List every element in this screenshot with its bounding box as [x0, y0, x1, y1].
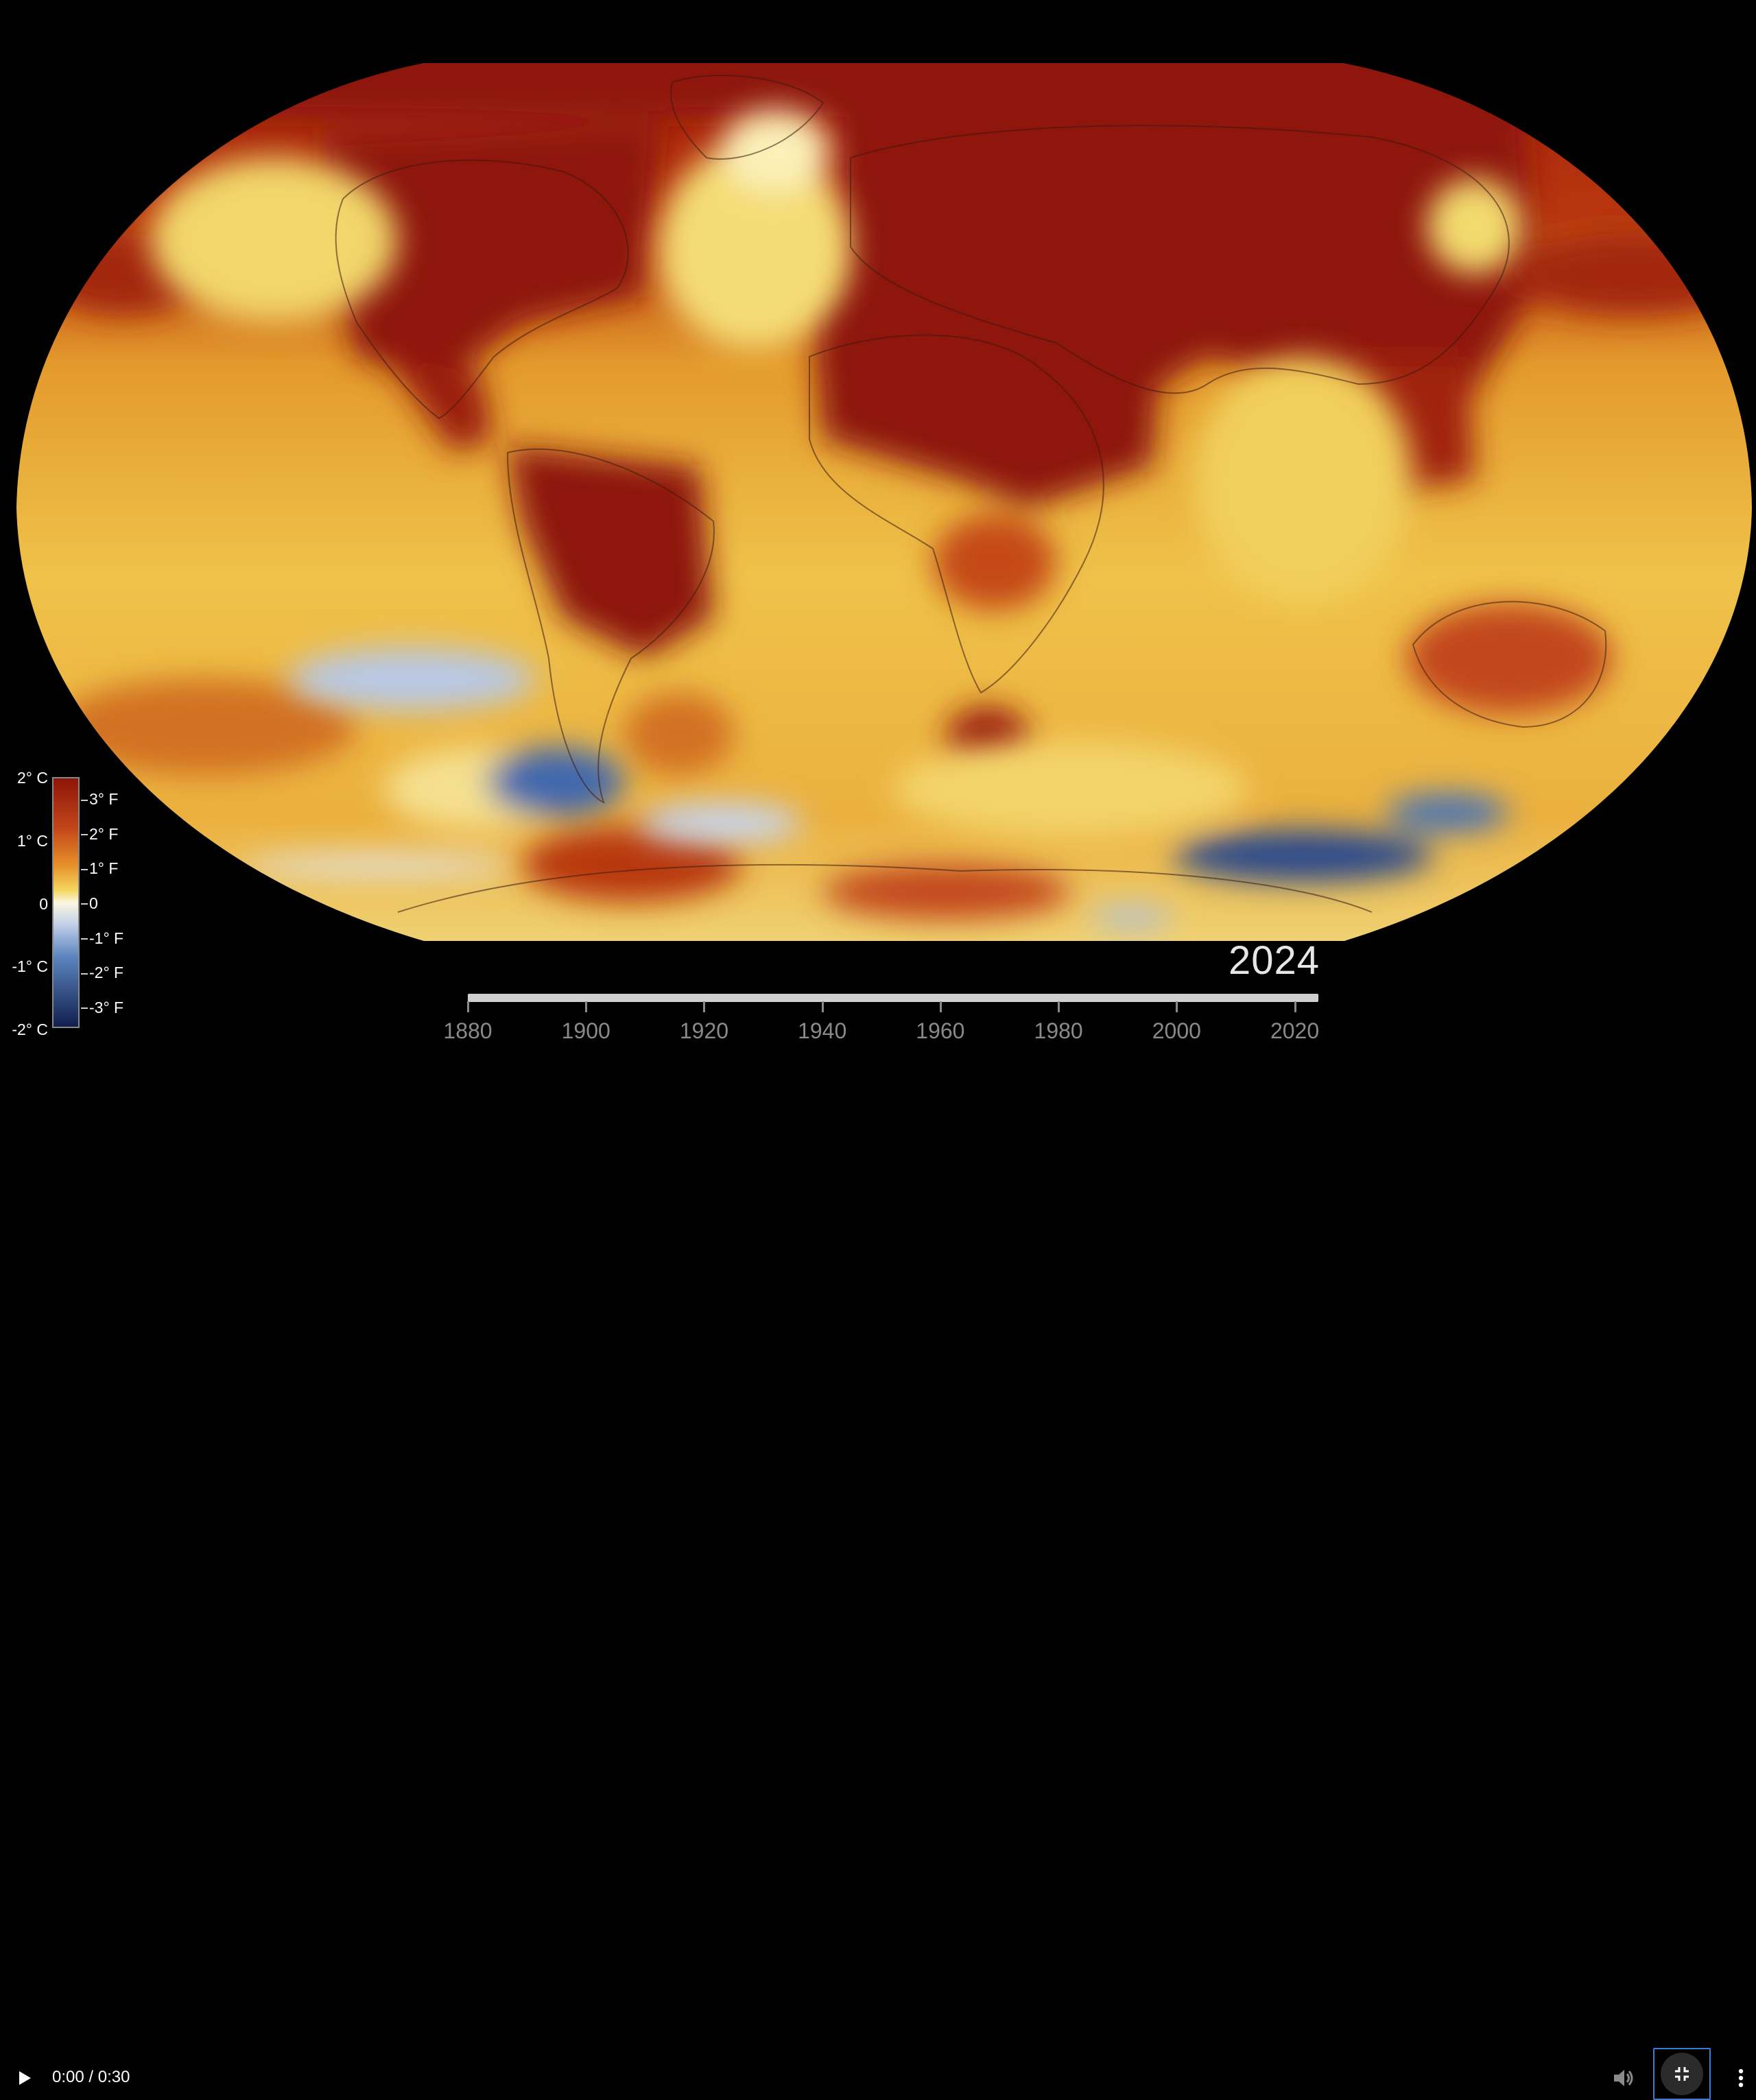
play-button[interactable] — [11, 2066, 38, 2090]
legend-fahrenheit-label: 2° F — [89, 825, 119, 843]
legend-celsius-label: 2° C — [17, 769, 48, 787]
time-display: 0:00 / 0:30 — [52, 2068, 130, 2086]
timeline-year-label: 2000 — [1152, 1018, 1201, 1043]
legend-celsius-label: -1° C — [12, 957, 48, 975]
video-controls: 0:00 / 0:30 — [0, 1029, 1756, 2100]
legend-celsius-label: 0 — [39, 895, 48, 913]
current-year: 2024 — [1228, 938, 1320, 983]
volume-icon — [1614, 2070, 1633, 2086]
timeline-progress — [468, 994, 1318, 1002]
timeline-year-label: 1900 — [561, 1018, 610, 1043]
volume-button[interactable] — [1609, 2064, 1639, 2092]
timeline-year-label: 1920 — [679, 1018, 729, 1043]
legend-fahrenheit-label: -2° F — [89, 964, 124, 981]
year-timeline — [468, 994, 1318, 1002]
timeline-tick — [939, 1001, 942, 1012]
play-icon — [19, 2071, 31, 2085]
timeline-tick — [1176, 1001, 1178, 1012]
timeline-tick — [467, 1001, 469, 1012]
timeline-tick — [1058, 1001, 1060, 1012]
legend-celsius-label: -2° C — [12, 1021, 48, 1038]
timeline-tick — [1294, 1001, 1296, 1012]
exit-fullscreen-icon — [1675, 2067, 1689, 2081]
timeline-year-label: 1960 — [916, 1018, 965, 1043]
timeline-tick — [821, 1001, 824, 1012]
legend-fahrenheit-label: 1° F — [89, 859, 119, 877]
legend-fahrenheit-label: -1° F — [89, 929, 124, 947]
legend-gradient-bar — [52, 777, 80, 1028]
timeline-year-label: 2020 — [1270, 1018, 1320, 1043]
legend-fahrenheit-label: 0 — [89, 894, 98, 912]
timeline-year-label: 1880 — [443, 1018, 493, 1043]
legend-fahrenheit-label: 3° F — [89, 790, 119, 808]
legend-fahrenheit-label: -3° F — [89, 999, 124, 1016]
more-options-button[interactable] — [1729, 2064, 1753, 2092]
timeline-year-label: 1940 — [798, 1018, 847, 1043]
exit-fullscreen-button[interactable] — [1653, 2048, 1711, 2100]
temperature-anomaly-map — [16, 63, 1752, 941]
timeline-tick — [703, 1001, 706, 1012]
timeline-tick — [585, 1001, 588, 1012]
timeline-year-label: 1980 — [1034, 1018, 1083, 1043]
legend-celsius-label: 1° C — [17, 832, 48, 850]
more-options-icon — [1738, 2068, 1744, 2088]
